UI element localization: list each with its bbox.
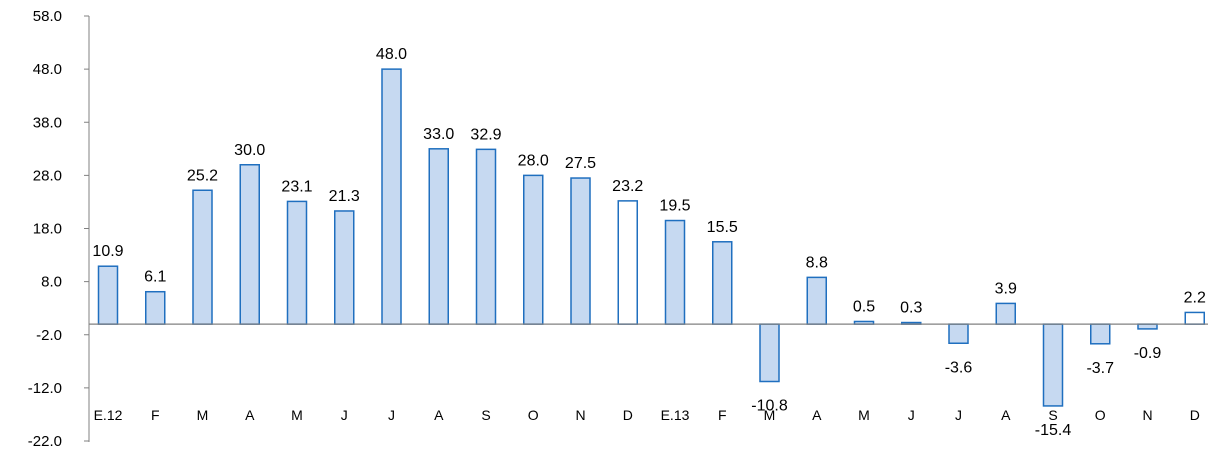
x-category-label: S xyxy=(481,407,490,423)
data-label: 6.1 xyxy=(144,269,166,286)
data-label: 19.5 xyxy=(659,198,690,215)
x-category-label: N xyxy=(1142,407,1152,423)
bar xyxy=(664,219,686,325)
bar xyxy=(523,174,544,325)
data-label: 8.8 xyxy=(806,254,828,271)
x-category-label: M xyxy=(197,407,209,423)
data-label: -3.6 xyxy=(945,359,973,376)
bar xyxy=(948,323,969,344)
x-category-label: A xyxy=(434,407,444,423)
data-label: 0.3 xyxy=(900,300,922,317)
data-label: 10.9 xyxy=(92,243,123,260)
bar xyxy=(1042,323,1064,407)
x-category-label: O xyxy=(528,407,539,423)
bar xyxy=(286,200,308,325)
x-category-label: F xyxy=(718,407,727,423)
y-tick-label: 8.0 xyxy=(41,274,62,291)
x-category-label: J xyxy=(955,407,962,423)
x-category-label: M xyxy=(858,407,870,423)
x-category-label: D xyxy=(623,407,633,423)
data-label: 28.0 xyxy=(518,152,549,169)
bar xyxy=(97,265,119,325)
y-tick-label: -2.0 xyxy=(36,327,62,344)
x-category-label: J xyxy=(908,407,915,423)
data-label: 23.1 xyxy=(281,178,312,195)
y-tick-label: 18.0 xyxy=(33,221,62,238)
x-category-label: J xyxy=(388,407,395,423)
x-category-label: A xyxy=(1001,407,1011,423)
bar xyxy=(1137,323,1158,330)
data-label: -3.7 xyxy=(1086,360,1114,377)
bar xyxy=(806,276,827,325)
x-category-label: N xyxy=(575,407,585,423)
y-tick-label: -12.0 xyxy=(28,380,62,397)
bar xyxy=(995,302,1016,325)
data-label: 3.9 xyxy=(995,280,1017,297)
bar xyxy=(759,323,780,383)
data-label: 30.0 xyxy=(234,142,265,159)
data-label: -15.4 xyxy=(1035,422,1072,439)
data-label: 48.0 xyxy=(376,46,407,63)
data-label: -0.9 xyxy=(1134,345,1162,362)
y-tick-label: 58.0 xyxy=(33,8,62,25)
bar xyxy=(381,68,402,325)
x-category-label: D xyxy=(1190,407,1200,423)
x-category-label: F xyxy=(151,407,160,423)
x-category-label: E.13 xyxy=(661,407,690,423)
data-label: 32.9 xyxy=(470,126,501,143)
data-label: 23.2 xyxy=(612,178,643,195)
x-category-label: O xyxy=(1095,407,1106,423)
x-category-label: M xyxy=(764,407,776,423)
x-category-label: S xyxy=(1048,407,1057,423)
y-tick-label: 48.0 xyxy=(33,61,62,78)
x-category-label: A xyxy=(245,407,255,423)
data-label: 25.2 xyxy=(187,167,218,184)
y-tick-label: 38.0 xyxy=(33,114,62,131)
bar xyxy=(617,200,638,325)
bar xyxy=(145,290,166,325)
x-category-label: M xyxy=(291,407,303,423)
bar xyxy=(1090,323,1111,345)
y-tick-label: -22.0 xyxy=(28,433,62,450)
bar xyxy=(192,189,213,325)
x-category-label: A xyxy=(812,407,822,423)
bar xyxy=(239,164,260,325)
data-label: 0.5 xyxy=(853,298,875,315)
x-category-label: E.12 xyxy=(94,407,123,423)
data-label: 15.5 xyxy=(707,219,738,236)
bar xyxy=(334,210,355,325)
data-label: 27.5 xyxy=(565,155,596,172)
x-category-label: J xyxy=(341,407,348,423)
bar xyxy=(570,177,591,325)
data-label: 2.2 xyxy=(1184,289,1206,306)
y-tick-label: 28.0 xyxy=(33,167,62,184)
data-label: 21.3 xyxy=(329,188,360,205)
data-label: 33.0 xyxy=(423,126,454,143)
bar xyxy=(475,148,497,325)
bar xyxy=(712,241,733,325)
data-label: -10.8 xyxy=(751,398,788,415)
bar xyxy=(428,148,449,325)
bar xyxy=(1184,311,1205,325)
